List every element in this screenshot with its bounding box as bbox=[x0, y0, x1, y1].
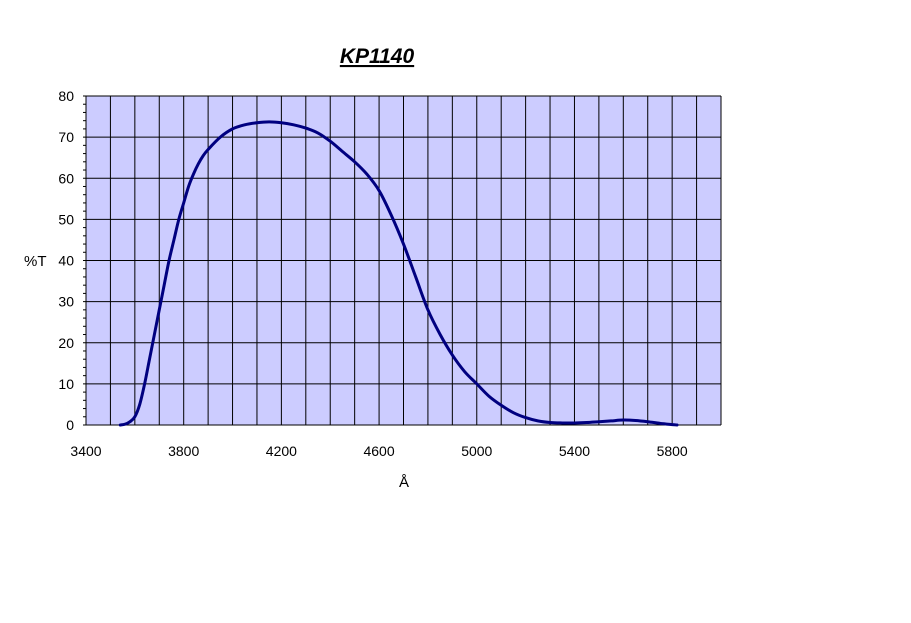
y-tick-label: 20 bbox=[58, 335, 74, 351]
y-tick-label: 80 bbox=[58, 88, 74, 104]
series-line bbox=[118, 120, 679, 427]
x-tick-label: 5800 bbox=[657, 443, 688, 459]
y-tick-label: 0 bbox=[66, 417, 74, 433]
y-tick-label: 70 bbox=[58, 129, 74, 145]
x-tick-label: 3800 bbox=[168, 443, 199, 459]
x-tick-label: 5400 bbox=[559, 443, 590, 459]
y-tick-labels: 0 10 20 30 40 50 60 70 80 bbox=[58, 88, 74, 433]
y-tick-label: 30 bbox=[58, 294, 74, 310]
x-tick-label: 3400 bbox=[70, 443, 101, 459]
x-axis-label: Å bbox=[399, 474, 409, 491]
y-tick-label: 60 bbox=[58, 170, 74, 186]
x-tick-label: 4200 bbox=[266, 443, 297, 459]
y-axis-label: %T bbox=[24, 253, 47, 270]
y-tick-label: 50 bbox=[58, 211, 74, 227]
y-tick-label: 40 bbox=[58, 253, 74, 269]
chart-title: KP1140 bbox=[340, 45, 415, 68]
x-tick-label: 5000 bbox=[461, 443, 492, 459]
x-tick-label: 4600 bbox=[363, 443, 394, 459]
gridlines bbox=[86, 95, 722, 425]
x-tick-labels: 3400 3800 4200 4600 5000 5400 5800 bbox=[70, 443, 688, 459]
y-tick-label: 10 bbox=[58, 376, 74, 392]
